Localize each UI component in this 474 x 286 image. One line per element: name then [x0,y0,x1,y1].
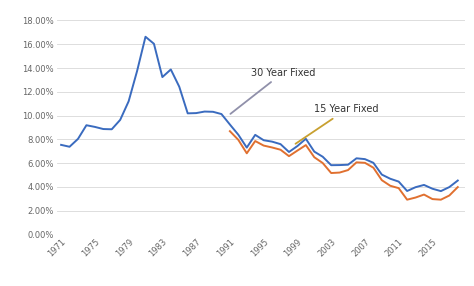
Text: 30 Year Fixed: 30 Year Fixed [230,67,315,114]
Text: 15 Year Fixed: 15 Year Fixed [295,104,379,144]
